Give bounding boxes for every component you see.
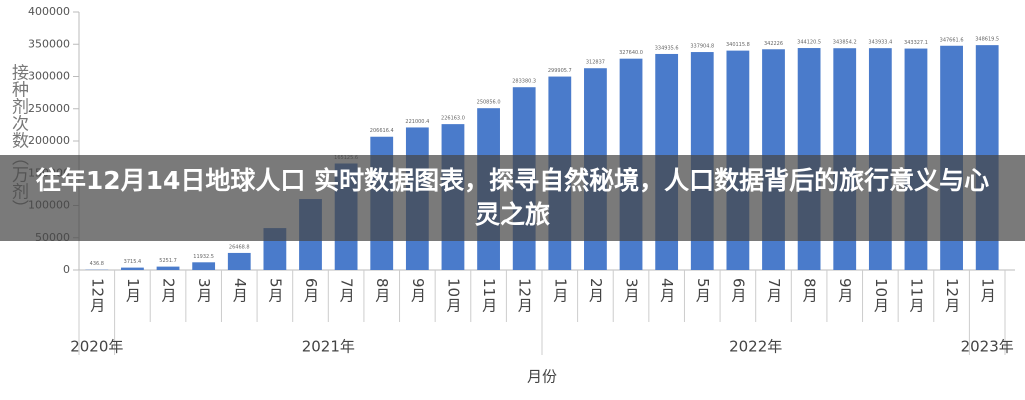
x-tick-label: 5月 (266, 278, 284, 304)
value-label: 340115.8 (726, 42, 750, 48)
y-tick-label: 250000 (28, 102, 70, 115)
x-tick-label: 12月 (943, 278, 961, 313)
x-tick-label: 7月 (338, 278, 356, 304)
x-tick-label: 10月 (444, 278, 462, 313)
value-label: 283380.3 (512, 79, 536, 85)
value-label: 347661.6 (940, 37, 964, 43)
x-tick-label: 8月 (373, 278, 391, 304)
year-label: 2023年 (961, 338, 1014, 356)
x-axis-title: 月份 (527, 368, 557, 386)
x-tick-label: 9月 (409, 278, 427, 304)
y-tick-label: 300000 (28, 70, 70, 83)
value-label: 344120.5 (797, 40, 821, 46)
year-label: 2022年 (729, 338, 782, 356)
x-tick-label: 1月 (551, 278, 569, 304)
bar (192, 262, 216, 270)
x-tick-label: 11月 (907, 278, 925, 313)
x-tick-label: 7月 (765, 278, 783, 304)
chart-title: 往年12月14日地球人口 实时数据图表，探寻自然秘境，人口数据背后的旅行意义与心… (35, 166, 990, 229)
year-label: 2020年 (70, 338, 123, 356)
x-tick-label: 8月 (801, 278, 819, 304)
x-tick-label: 2月 (160, 278, 178, 304)
bar (121, 267, 144, 270)
title-banner: 往年12月14日地球人口 实时数据图表，探寻自然秘境，人口数据背后的旅行意义与心… (0, 155, 1025, 241)
x-tick-label: 11月 (480, 278, 498, 313)
value-label: 337904.8 (690, 44, 714, 50)
x-tick-label: 2月 (587, 278, 605, 304)
value-label: 299905.7 (548, 68, 572, 74)
value-label: 226163.0 (441, 116, 465, 122)
x-tick-label: 12月 (516, 278, 534, 313)
value-label: 343327.1 (904, 40, 928, 46)
x-tick-label: 9月 (836, 278, 854, 304)
y-tick-label: 350000 (28, 37, 70, 50)
y-tick-label: 0 (63, 263, 70, 276)
value-label: 334935.6 (655, 45, 679, 51)
x-tick-label: 3月 (195, 278, 213, 304)
value-label: 5251.7 (159, 258, 177, 264)
value-label: 342226 (764, 41, 783, 47)
value-label: 221000.4 (405, 119, 429, 125)
x-tick-label: 6月 (302, 278, 320, 304)
value-label: 11932.5 (193, 254, 214, 260)
x-tick-label: 1月 (979, 278, 997, 304)
x-tick-label: 10月 (872, 278, 890, 313)
value-label: 348619.5 (975, 37, 999, 43)
y-tick-label: 200000 (28, 134, 70, 147)
year-label: 2021年 (302, 338, 355, 356)
value-label: 3715.4 (124, 259, 142, 265)
x-tick-label: 6月 (729, 278, 747, 304)
x-tick-label: 4月 (231, 278, 249, 304)
x-tick-label: 5月 (694, 278, 712, 304)
bar (156, 266, 180, 270)
value-label: 206616.4 (370, 128, 394, 134)
x-tick-label: 1月 (124, 278, 142, 304)
value-label: 436.8 (90, 261, 104, 267)
value-label: 327640.0 (619, 50, 643, 56)
value-label: 250856.0 (477, 100, 501, 106)
bar (227, 252, 251, 270)
y-tick-label: 400000 (28, 5, 70, 18)
value-label: 312837 (586, 60, 605, 66)
value-label: 343933.4 (868, 40, 892, 46)
x-tick-label: 4月 (658, 278, 676, 304)
value-label: 343854.2 (833, 40, 857, 46)
x-tick-label: 12月 (88, 278, 106, 313)
value-label: 26468.8 (229, 244, 250, 250)
x-tick-label: 3月 (623, 278, 641, 304)
